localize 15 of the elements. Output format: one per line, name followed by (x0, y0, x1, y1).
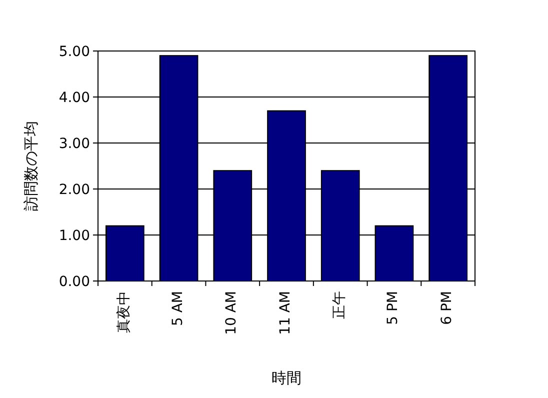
y-tick-label: 3.00 (58, 136, 90, 152)
y-tick-label: 5.00 (58, 44, 90, 60)
x-tick-label: 10 AM (224, 291, 240, 335)
x-tick-label: 正午 (331, 291, 348, 319)
y-tick-label: 4.00 (58, 90, 90, 106)
x-axis-title: 時間 (272, 369, 302, 387)
y-tick-label: 2.00 (58, 182, 90, 198)
y-tick-label: 1.00 (58, 228, 90, 244)
x-tick-label: 5 AM (170, 291, 186, 326)
x-tick-label: 11 AM (278, 291, 294, 335)
y-tick-label: 0.00 (58, 274, 90, 290)
x-tick-label: 5 PM (385, 291, 402, 325)
y-axis-title: 訪問数の平均 (22, 121, 40, 211)
x-tick-label: 6 PM (439, 291, 456, 325)
x-tick-label: 真夜中 (116, 291, 132, 333)
